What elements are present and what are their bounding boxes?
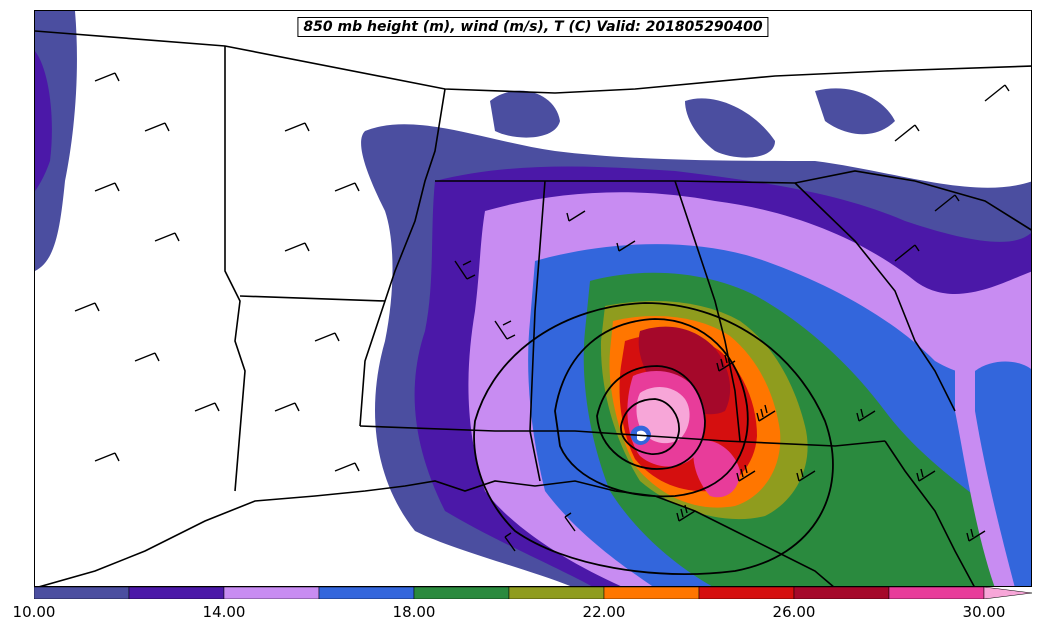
- colorbar-segment: [698, 587, 795, 599]
- height-contour: [596, 365, 706, 470]
- map-canvas: [35, 11, 1031, 586]
- height-contour: [473, 302, 834, 575]
- wind-barb: [134, 352, 160, 362]
- wind-barb: [504, 532, 516, 552]
- coastline: [39, 480, 834, 586]
- colorbar-label: 22.00: [582, 603, 626, 621]
- colorbar: [34, 587, 1033, 599]
- map-panel: 850 mb height (m), wind (m/s), T (C) Val…: [34, 10, 1032, 587]
- wind-barb: [676, 504, 696, 522]
- wind-barb: [894, 244, 920, 262]
- wind-barb: [616, 240, 636, 252]
- colorbar-segment: [603, 587, 700, 599]
- wind-barb: [94, 72, 120, 82]
- state-border: [529, 180, 546, 482]
- wind-barb: [334, 462, 360, 472]
- wind-barb: [716, 354, 736, 372]
- wind-barb: [314, 332, 340, 342]
- coastline: [884, 440, 975, 586]
- wind-barb: [984, 84, 1010, 102]
- colorbar-label: 18.00: [392, 603, 436, 621]
- temp-patch-ne: [685, 98, 775, 158]
- state-border: [794, 182, 956, 412]
- wind-barb: [494, 320, 516, 340]
- colorbar-label: 10.00: [12, 603, 56, 621]
- colorbar-label: 26.00: [772, 603, 816, 621]
- boundary-lines: [35, 30, 1031, 586]
- state-border: [674, 180, 741, 442]
- colorbar-segment: [128, 587, 225, 599]
- wind-barbs: [74, 72, 1010, 552]
- wind-barb: [94, 452, 120, 462]
- wind-barb: [334, 182, 360, 192]
- wind-barb: [916, 468, 936, 482]
- temp-band-26: [638, 326, 731, 415]
- temperature-field: [35, 11, 1031, 586]
- wind-barb: [894, 124, 920, 142]
- colorbar-extension: [983, 587, 1033, 599]
- colorbar-segment: [413, 587, 510, 599]
- colorbar-label: 30.00: [962, 603, 1006, 621]
- wind-barb: [564, 512, 576, 532]
- colorbar-label: 14.00: [202, 603, 246, 621]
- colorbar-segment: [34, 587, 130, 599]
- state-border: [239, 295, 386, 302]
- wind-barb: [856, 408, 876, 422]
- temp-patch-se-blue: [975, 361, 1031, 586]
- temp-band-12-west: [35, 51, 52, 191]
- wind-barb: [144, 122, 170, 132]
- height-contour: [620, 398, 680, 455]
- colorbar-segment: [318, 587, 415, 599]
- wind-barb: [934, 194, 960, 212]
- state-border: [35, 30, 1031, 94]
- temp-band-30: [636, 387, 690, 444]
- wind-barb: [454, 260, 476, 280]
- height-contours: [473, 302, 834, 575]
- wind-barb: [284, 122, 310, 132]
- state-border: [359, 425, 886, 447]
- wind-barb: [756, 404, 776, 422]
- wind-barb: [194, 402, 220, 412]
- wind-barb: [284, 242, 310, 252]
- colorbar-segment: [223, 587, 320, 599]
- wind-barb: [74, 302, 100, 312]
- colorbar-segment: [793, 587, 890, 599]
- temp-band-28-east: [693, 440, 740, 498]
- map-title: 850 mb height (m), wind (m/s), T (C) Val…: [297, 17, 769, 37]
- wind-barb: [94, 182, 120, 192]
- state-border: [359, 88, 446, 427]
- state-border: [224, 46, 246, 492]
- colorbar-segment: [888, 587, 985, 599]
- wind-barb: [274, 402, 300, 412]
- temp-patch-ne2: [815, 88, 895, 135]
- wind-barb: [966, 528, 986, 542]
- state-border: [914, 180, 1031, 231]
- colorbar-segment: [508, 587, 605, 599]
- wind-barb: [154, 232, 180, 242]
- wind-barb: [566, 210, 586, 222]
- temp-band-10-north: [490, 90, 560, 138]
- wind-barb: [736, 464, 756, 482]
- height-contour: [554, 318, 749, 498]
- wind-barb: [796, 468, 816, 482]
